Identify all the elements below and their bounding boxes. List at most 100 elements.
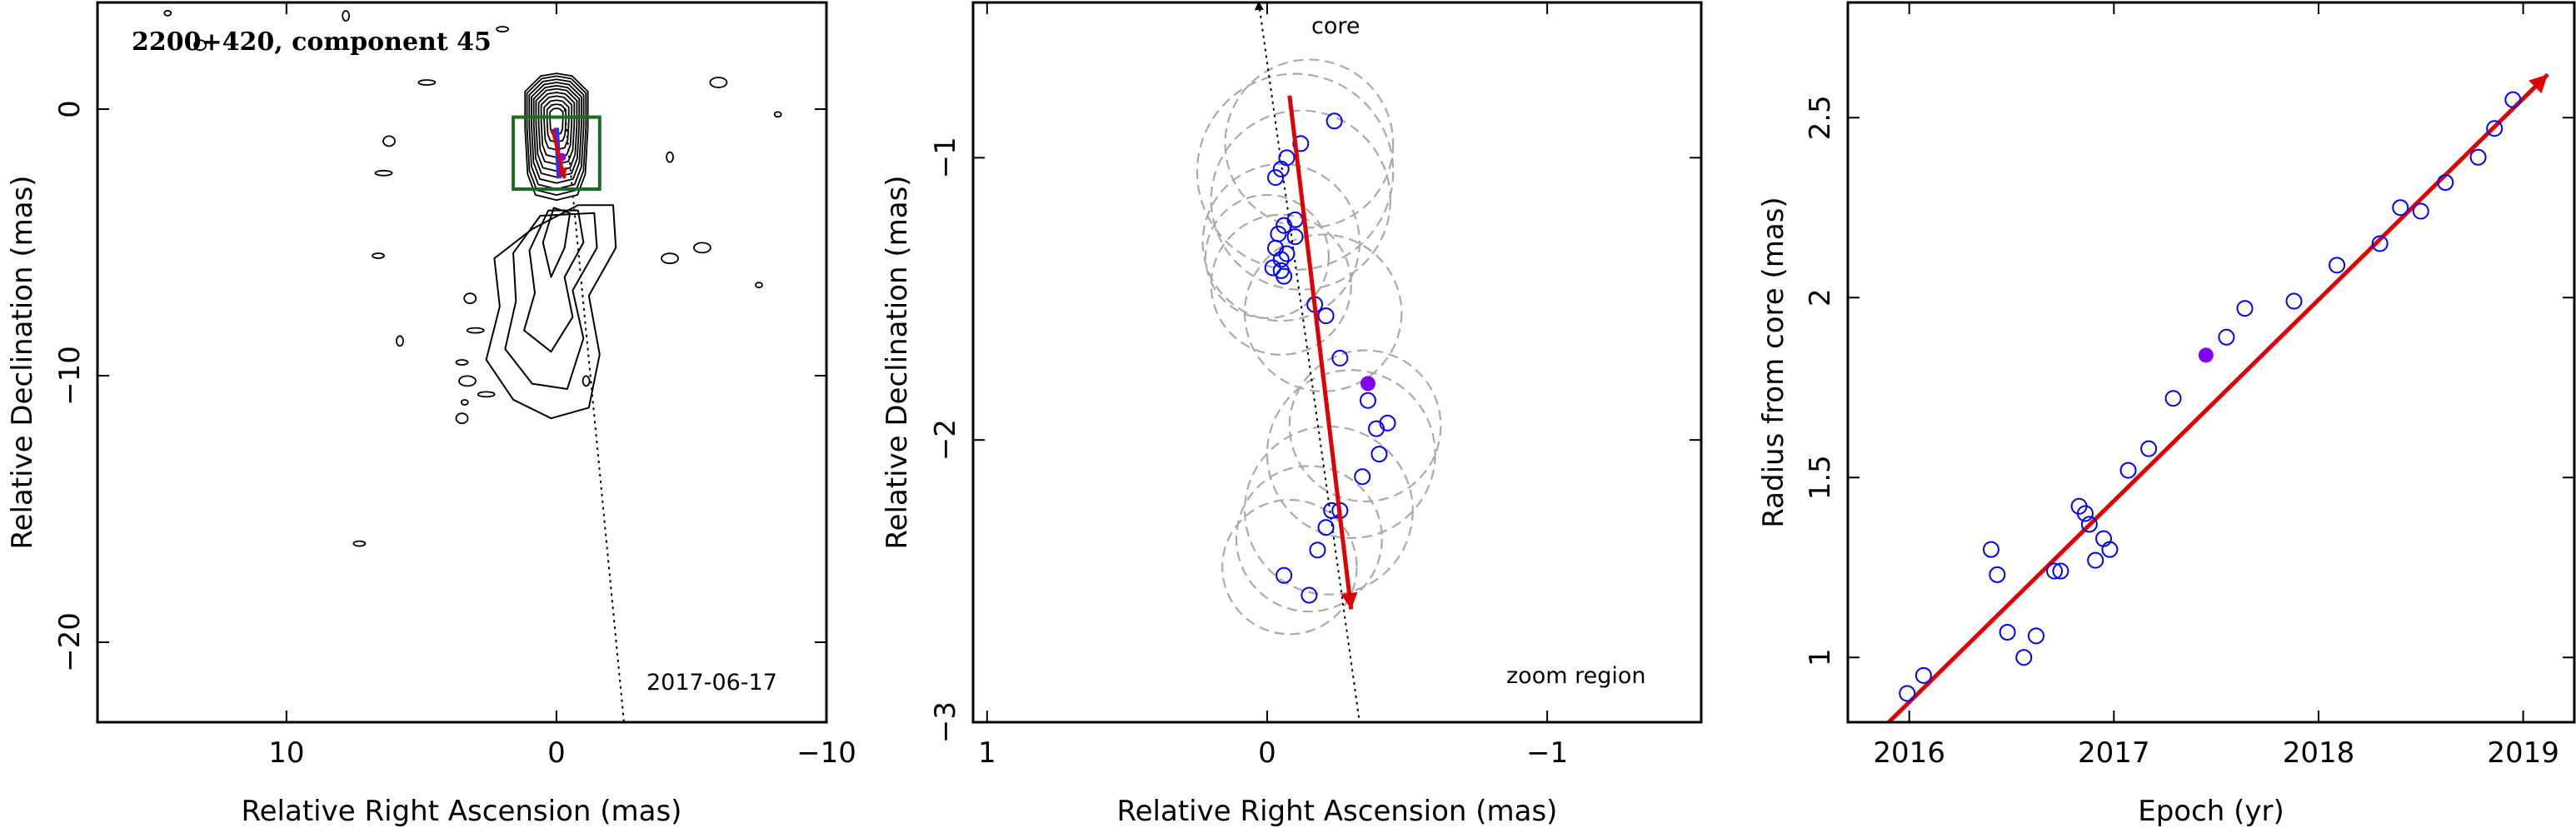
data-point: [1272, 160, 1290, 177]
jet-contour: [523, 209, 585, 353]
data-point: [2392, 199, 2409, 217]
motion-arrow-head: [1340, 591, 1358, 610]
contour-map-ticks: 10 0 −10 0 −10 −20: [53, 2, 856, 770]
motion-arrow-head: [557, 167, 567, 179]
noise-contour: [666, 151, 674, 163]
noise-contour: [342, 10, 351, 22]
radius-epoch-y-axis-label: Radius from core (mas): [1757, 197, 1790, 527]
radius-epoch-plot-area: [1887, 72, 2549, 722]
uncertainty-circle: [1243, 425, 1414, 596]
zoom-x-axis-label: Relative Right Ascension (mas): [1117, 795, 1558, 828]
data-point: [1278, 245, 1295, 262]
noise-contour: [352, 540, 367, 547]
zoom-region-label: zoom region: [1506, 663, 1645, 689]
contour-map-x-tick-label: 10: [268, 736, 304, 770]
data-point: [2015, 649, 2033, 666]
data-point: [1276, 566, 1293, 584]
jet-track-line: [563, 108, 625, 722]
data-point: [2140, 440, 2158, 457]
contour-map-y-tick-label: −20: [53, 612, 87, 672]
noise-contour: [661, 252, 679, 265]
data-point: [2437, 174, 2454, 191]
contour-map-panel: 10 0 −10 0 −10 −20 2200+420, component 45 201…: [6, 1, 856, 828]
data-point: [1286, 228, 1304, 246]
uncertainty-circle: [1204, 193, 1330, 319]
uncertainty-circle: [1235, 465, 1383, 613]
noise-contour: [382, 135, 396, 147]
radius-epoch-y-tick-label: 2.5: [1804, 95, 1837, 140]
contour-map-y-tick-label: 0: [53, 100, 87, 118]
core-contour: [524, 72, 589, 202]
data-point: [1354, 468, 1371, 486]
data-point: [1309, 541, 1326, 559]
noise-contour: [396, 335, 404, 347]
noise-contour: [193, 39, 207, 52]
data-point: [1982, 541, 1999, 558]
data-point: [1317, 307, 1335, 325]
radius-epoch-panel: 2016 2017 2018 2019 1 1.5 2 2.5 Epoch (yr) Radi…: [1757, 1, 2576, 828]
data-point: [1270, 225, 1287, 242]
uncertainty-circle: [1221, 498, 1358, 636]
data-point: [2087, 551, 2104, 569]
data-point: [2076, 505, 2094, 522]
data-point: [2412, 202, 2429, 220]
radius-epoch-x-tick-label: 2016: [1873, 736, 1945, 770]
data-point: [1317, 519, 1335, 536]
noise-contour: [582, 375, 591, 387]
zoom-frame: [971, 1, 1703, 724]
radius-epoch-x-tick-label: 2017: [2078, 736, 2150, 770]
noise-contour: [460, 399, 469, 406]
noise-contour: [466, 327, 485, 334]
data-point: [2486, 120, 2504, 137]
data-point: [2080, 516, 2098, 533]
data-point: [1915, 666, 1932, 684]
contour-map-x-tick-label: −10: [796, 736, 856, 770]
uncertainty-circle: [1288, 349, 1442, 503]
noise-contour: [374, 169, 393, 177]
data-point: [1267, 169, 1285, 187]
contour-map-y-tick-label: −10: [53, 346, 87, 406]
core-label: core: [1311, 13, 1360, 39]
data-point: [2101, 541, 2119, 558]
noise-contour: [372, 252, 385, 259]
data-point: [1300, 586, 1318, 604]
zoom-y-axis-label: Relative Declination (mas): [881, 175, 914, 549]
epoch-date-label: 2017-06-17: [646, 670, 777, 696]
noise-contour: [709, 77, 728, 88]
fit-line-arrow-head: [2529, 74, 2549, 94]
radius-epoch-y-tick-label: 1.5: [1804, 455, 1837, 500]
uncertainty-circle: [1224, 58, 1395, 229]
data-point: [2236, 300, 2254, 317]
core-direction-arrow-head: [1254, 2, 1264, 11]
motion-arrow: [1287, 95, 1354, 610]
data-point: [2504, 91, 2522, 108]
uncertainty-circle: [1196, 72, 1395, 272]
jet-contour: [542, 207, 572, 278]
data-point: [2469, 148, 2487, 166]
noise-contour: [496, 26, 510, 32]
data-point: [1272, 251, 1290, 268]
data-point: [1264, 259, 1281, 277]
zoom-y-tick-label: −2: [929, 419, 962, 461]
uncertainty-circle: [1210, 109, 1391, 291]
data-point: [2027, 627, 2044, 645]
radius-epoch-y-tick-label: 1: [1804, 648, 1837, 666]
highlighted-data-point: [1360, 376, 1375, 392]
data-point: [2052, 562, 2069, 580]
track-line: [1257, 2, 1360, 722]
data-point: [1272, 262, 1290, 279]
zoom-x-tick-label: 0: [1258, 736, 1276, 770]
data-point: [2164, 390, 2182, 407]
noise-contour: [417, 79, 437, 86]
zoom-y-tick-label: −3: [929, 701, 962, 743]
zoom-region-box: [512, 115, 602, 192]
radius-epoch-x-axis-label: Epoch (yr): [2138, 795, 2284, 828]
contour-map-x-tick-label: 0: [547, 736, 566, 770]
data-point: [1331, 349, 1349, 367]
noise-contour: [455, 412, 469, 425]
uncertainty-circle: [1210, 213, 1352, 356]
data-point: [1379, 414, 1396, 431]
jet-contour: [504, 212, 598, 390]
data-point: [2119, 461, 2137, 479]
